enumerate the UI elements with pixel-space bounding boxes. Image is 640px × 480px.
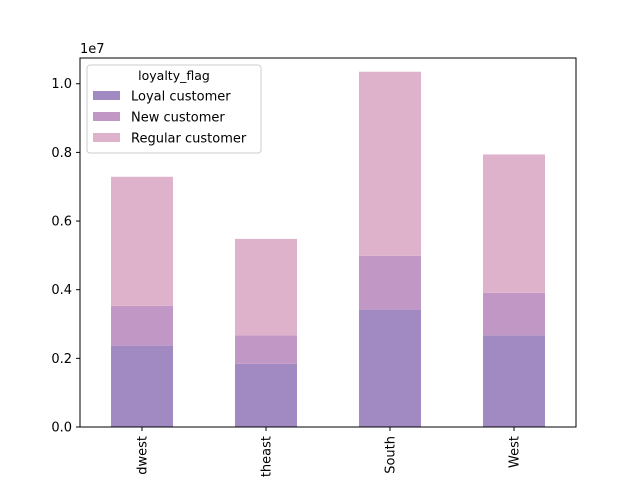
y-tick-label: 1.0 <box>51 77 72 92</box>
bar-south-series-0 <box>359 309 421 427</box>
bar-northeast-series-0 <box>235 363 297 427</box>
legend-label: Loyal customer <box>131 90 231 105</box>
legend-swatch <box>93 112 120 121</box>
legend-label: Regular customer <box>131 132 247 147</box>
bar-northeast-series-2 <box>235 238 297 336</box>
y-tick-label: 0.6 <box>51 215 72 230</box>
bar-south-series-2 <box>359 71 421 256</box>
y-tick-label: 0.2 <box>51 352 72 367</box>
y-axis: 0.0 0.2 0.4 0.6 0.8 1.0 <box>51 77 80 436</box>
y-tick-label: 0.0 <box>51 421 72 436</box>
bar-northeast-series-1 <box>235 335 297 364</box>
bar-midwest-series-2 <box>111 176 173 306</box>
legend-swatch <box>93 91 120 100</box>
bars-layer <box>111 71 545 427</box>
bar-west-series-2 <box>483 154 545 293</box>
legend-label: New customer <box>131 111 225 126</box>
bar-midwest-series-0 <box>111 345 173 427</box>
bar-west-series-1 <box>483 292 545 336</box>
y-tick-label: 0.8 <box>51 146 72 161</box>
y-axis-multiplier: 1e7 <box>80 42 105 57</box>
x-tick-label: dwest <box>136 436 151 475</box>
bar-midwest-series-1 <box>111 305 173 346</box>
legend-title: loyalty_flag <box>138 68 210 83</box>
x-tick-label: West <box>508 436 523 468</box>
legend-swatch <box>93 133 120 142</box>
legend-items: Loyal customer New customer Regular custom… <box>93 90 247 147</box>
axes-frame <box>79 57 577 428</box>
bar-south-series-1 <box>359 255 421 310</box>
x-tick-label: theast <box>260 436 275 477</box>
x-axis: dwest theast South West <box>136 427 523 477</box>
x-tick-label: South <box>384 436 399 474</box>
y-tick-label: 0.4 <box>51 283 72 298</box>
legend-frame <box>86 64 262 154</box>
legend: loyalty_flag Loyal customer New customer R… <box>86 64 262 154</box>
bar-west-series-0 <box>483 335 545 427</box>
